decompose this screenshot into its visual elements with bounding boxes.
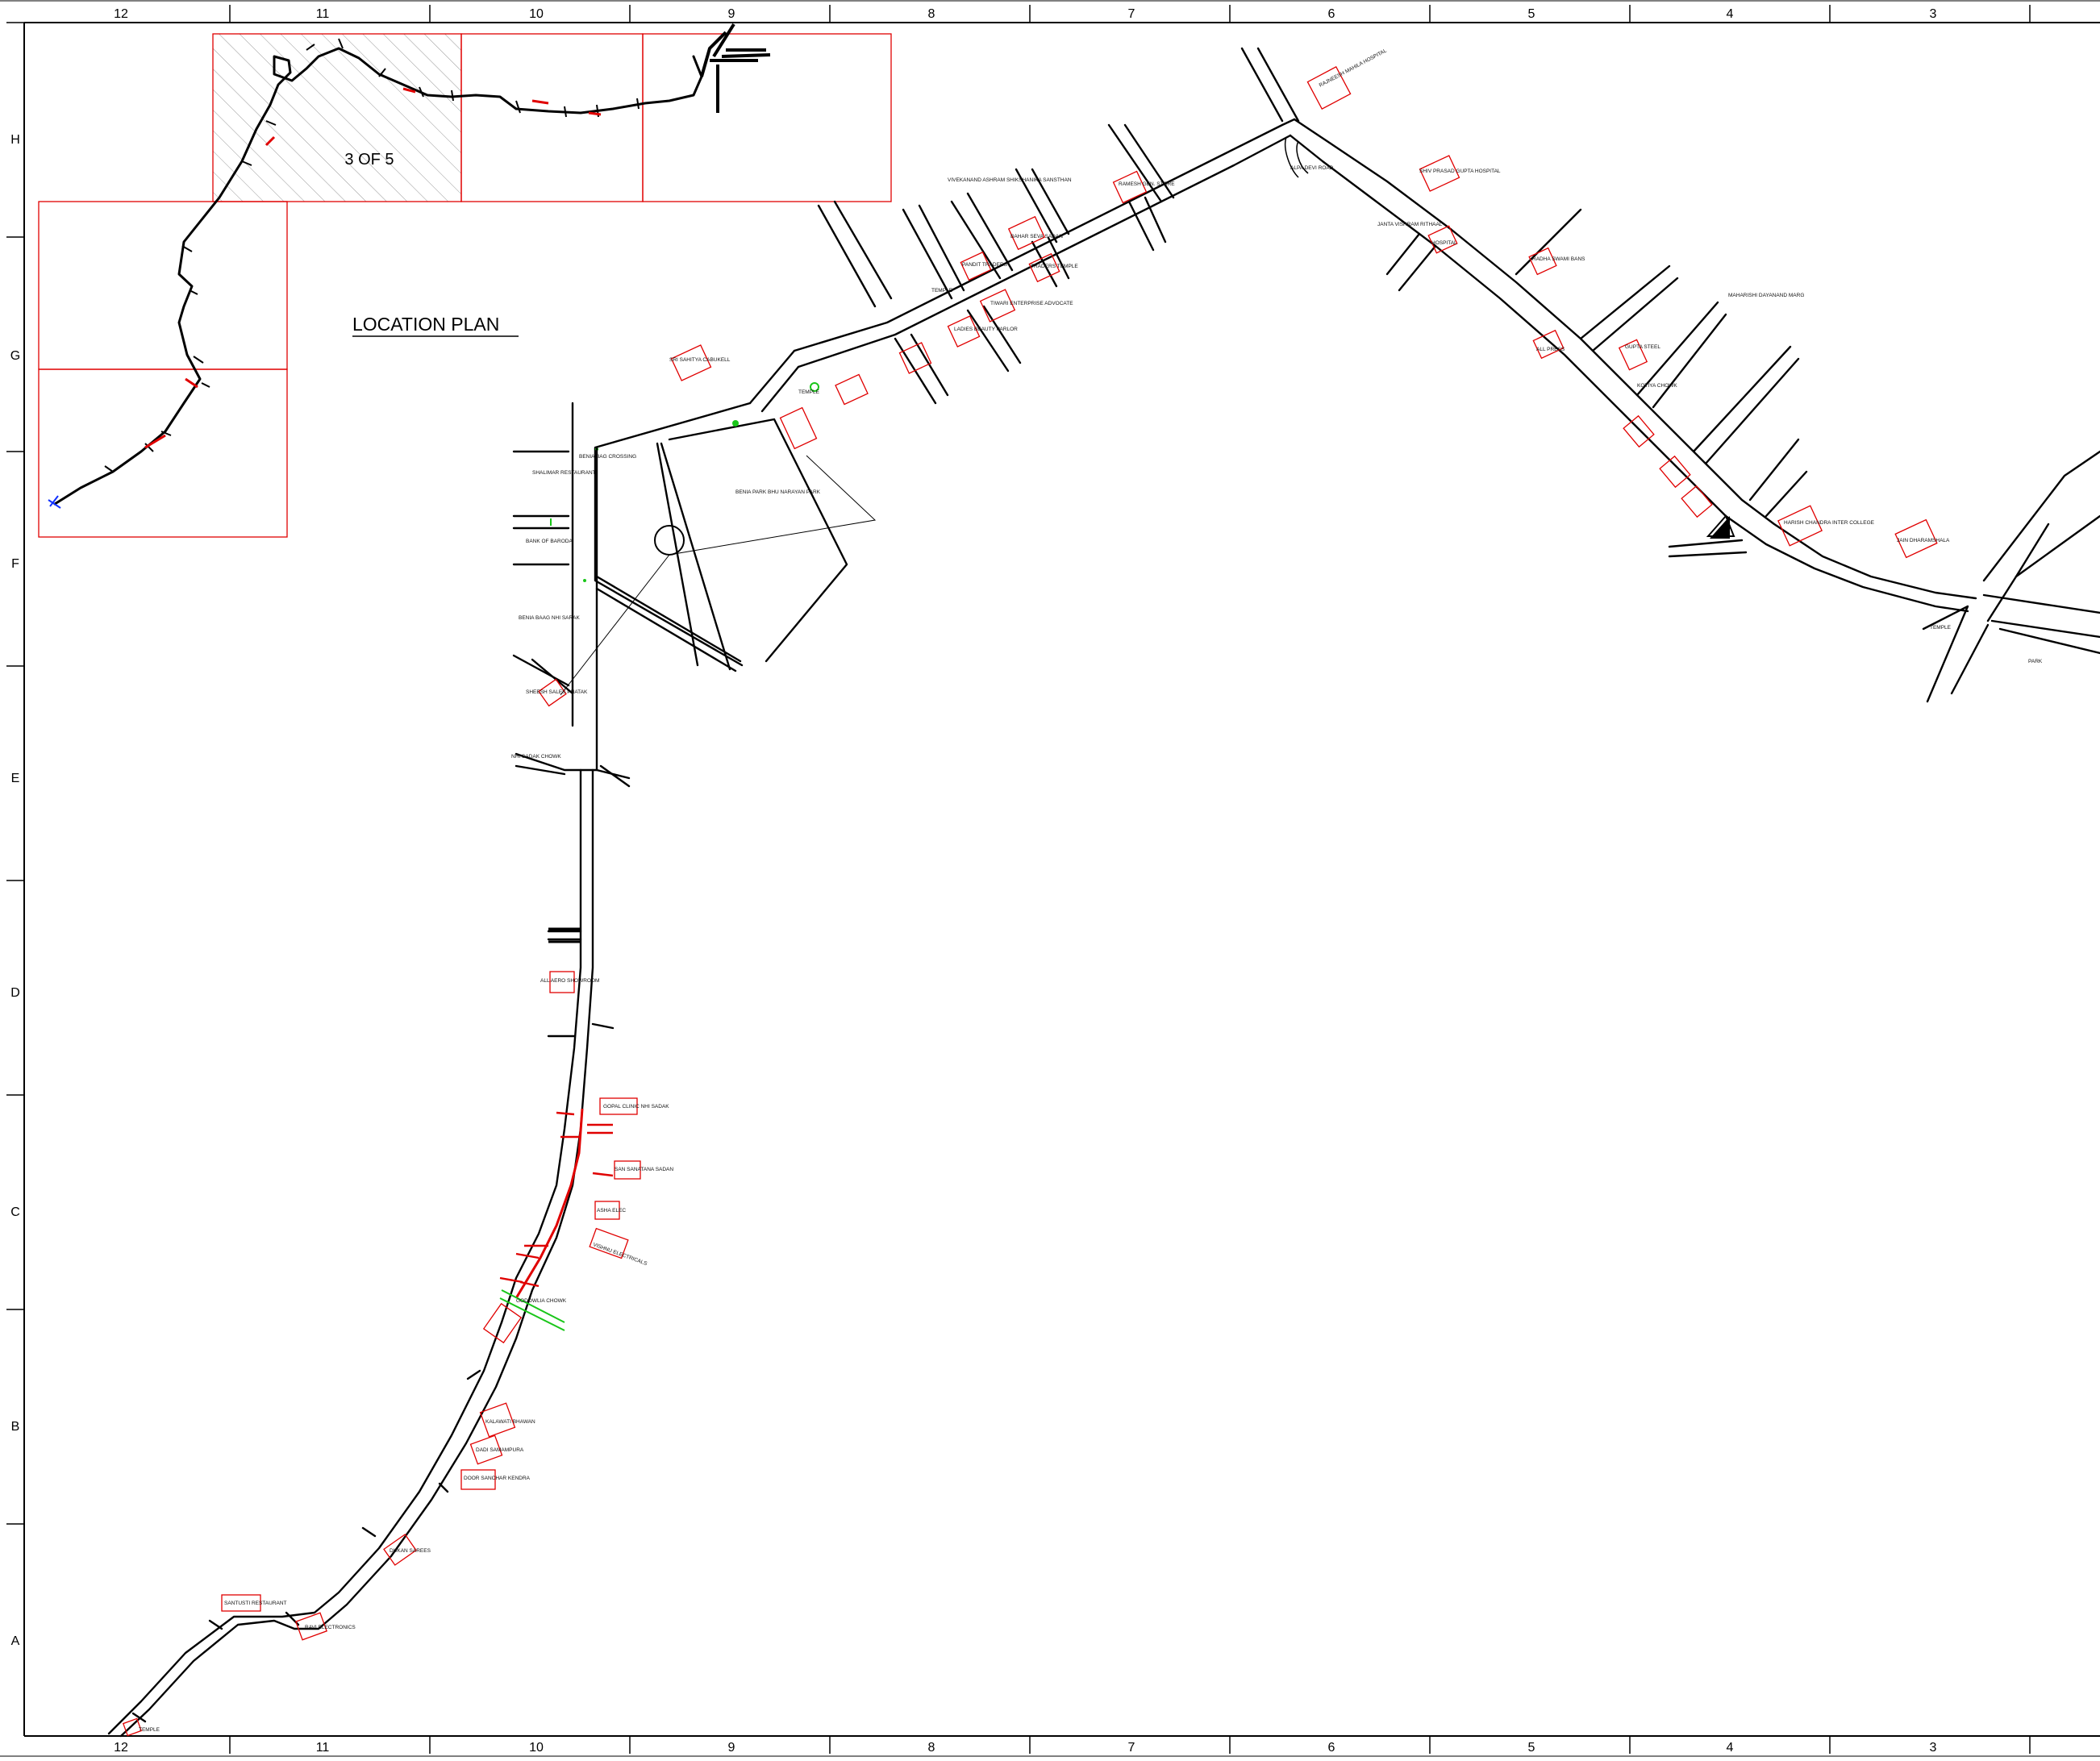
landmark-label: RAMESH GEN. STORE (1119, 181, 1175, 187)
col-label: 9 (728, 1741, 735, 1755)
sheet-label: 3 OF 5 (344, 151, 394, 169)
landmark-label: BENIA PARK BHU NARAYAN PARK (735, 489, 821, 495)
grid-row-ticks (6, 22, 24, 1525)
col-label: 7 (1128, 1741, 1135, 1755)
landmark-label: MAHARISHI DAYANAND MARG (1728, 293, 1804, 298)
landmark-label: TEMPLE (931, 288, 953, 294)
south-corridor (107, 402, 631, 1738)
col-label: 12 (114, 1741, 128, 1755)
main-road-network (793, 47, 2100, 703)
landmark-label: JAIN DHARAMSHALA (1897, 538, 1950, 543)
col-label: 12 (114, 7, 128, 21)
landmark-label: SANTUSTI RESTAURANT (224, 1601, 287, 1606)
col-label: 11 (316, 1741, 330, 1755)
landmark-label: ALL AERO SHOWROOM (540, 978, 599, 984)
landmark-label: BAHAR SEVA SADAN (1010, 234, 1063, 239)
landmark-label: DADI SAMAMPURA (476, 1447, 524, 1453)
landmark-label: LADIES BEAUTY PARLOR (954, 327, 1018, 332)
row-label: B (11, 1420, 20, 1434)
landmark-label: RADHA SWAMI BANS (1532, 256, 1585, 262)
landmark-label: HARISH CHANDRA INTER COLLEGE (1784, 520, 1875, 526)
col-label: 3 (1930, 1741, 1937, 1755)
grid-column-labels-top: 12 11 10 9 8 7 6 5 4 3 (114, 7, 1936, 21)
landmark-label: TEMPLE (139, 1727, 160, 1733)
row-label: D (10, 986, 20, 1000)
row-label: C (10, 1205, 20, 1219)
drawing-title: LOCATION PLAN (352, 314, 499, 335)
grid-column-ticks (229, 5, 2031, 1754)
col-label: 5 (1528, 7, 1535, 21)
benia-park-area (550, 349, 877, 696)
col-label: 8 (928, 7, 935, 21)
row-label: A (11, 1634, 20, 1648)
landmark-label: NHI SADAK CHOWK (511, 754, 561, 760)
landmark-label: VIVEKANAND ASHRAM SHIKSHANIKA SANSTHAN (948, 177, 1072, 183)
landmark-label: SHALIMAR RESTAURANT (532, 470, 596, 476)
landmark-label: TRADERS TEMPLE (1031, 264, 1078, 269)
landmark-label: BENIA BAAG NHI SARAK (519, 615, 581, 621)
landmark-label: DUKAN SAREES (390, 1548, 431, 1554)
row-label: F (11, 557, 19, 571)
landmark-label: RAVI ELECTRONICS (305, 1625, 356, 1630)
landmark-label: DOOR SANCHAR KENDRA (464, 1476, 531, 1481)
landmark-label: PARK (2028, 659, 2043, 664)
col-label: 4 (1727, 7, 1734, 21)
landmark-label: TEMPLE (798, 389, 820, 395)
landmark-label: BANK OF BARODA (526, 539, 573, 544)
landmark-label: ASHA ELEC (597, 1208, 626, 1214)
row-label: H (10, 133, 20, 147)
landmark-label: KOTIYA CHOWK (1637, 383, 1677, 389)
col-label: 11 (316, 7, 330, 21)
row-label: G (10, 349, 20, 363)
landmark-label: JANTA VISHRAM RITHAAL (1377, 222, 1443, 227)
col-label: 3 (1930, 7, 1937, 21)
landmark-label: SRI SAHITYA CABUKELL (669, 357, 731, 363)
landmark-label: GOPAL CLINIC NHI SADAK (603, 1104, 669, 1109)
landmark-label: SAN SANATANA SADAN (615, 1167, 673, 1172)
landmark-label: ALPA DEVI ROAD (1290, 165, 1334, 171)
col-label: 10 (529, 7, 544, 21)
col-label: 7 (1128, 7, 1135, 21)
col-label: 9 (728, 7, 735, 21)
landmark-label: TIWARI ENTERPRISE ADVOCATE (990, 301, 1073, 306)
landmark-label: SHEESH SALES PHATAK (526, 689, 588, 695)
landmark-boxes (122, 65, 1938, 1737)
landmark-label: KALAWATI BHAWAN (485, 1419, 535, 1425)
col-label: 5 (1528, 1741, 1535, 1755)
grid-row-labels: H G F E D C B A (10, 133, 20, 1648)
landmark-label: GODOWLIA CHOWK (516, 1298, 567, 1304)
landmark-label: PANDIT TRADERS (962, 262, 1008, 268)
col-label: 8 (928, 1741, 935, 1755)
row-label: E (11, 772, 20, 785)
col-label: 6 (1328, 7, 1335, 21)
key-plan: 3 OF 5 (38, 23, 892, 538)
landmark-label: TEMPLE (1930, 625, 1952, 631)
landmark-label: ALL PRESS (1536, 347, 1565, 352)
current-sheet-hatch (213, 34, 461, 202)
landmark-label: HOSPITAL (1431, 240, 1457, 246)
landmark-label: GUPTA STEEL (1625, 344, 1660, 350)
grid-column-labels-bottom: 12 11 10 9 8 7 6 5 4 3 (114, 1741, 1936, 1755)
col-label: 4 (1727, 1741, 1734, 1755)
col-label: 10 (529, 1741, 544, 1755)
landmark-label: SHIV PRASAD GUPTA HOSPITAL (1419, 169, 1501, 174)
landmark-label: BENIA BAG CROSSING (579, 454, 636, 460)
col-label: 6 (1328, 1741, 1335, 1755)
